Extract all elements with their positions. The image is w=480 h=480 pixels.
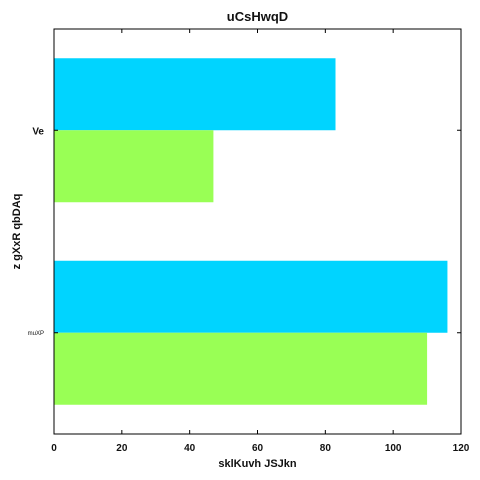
bar-muxp-series-2: [54, 332, 428, 405]
x-axis-label: sklKuvh JSJkn: [218, 458, 297, 470]
plot-frame: [53, 28, 462, 435]
x-tick-label: 60: [252, 443, 264, 454]
y-axis-label: z gXxR qbDAq: [11, 194, 23, 270]
x-tick-label: 0: [51, 443, 57, 454]
bar-ve-series-2: [54, 130, 214, 203]
bar-ve-series-1: [54, 58, 336, 131]
y-tick-label: muXP: [28, 331, 44, 337]
y-tick-label: Ve: [32, 126, 44, 137]
x-tick-label: 120: [453, 443, 470, 454]
x-tick-label: 20: [116, 443, 128, 454]
x-tick-label: 80: [320, 443, 332, 454]
bars-group: [54, 58, 448, 405]
x-tick-label: 100: [385, 443, 402, 454]
bar-muxp-series-1: [54, 260, 448, 333]
ticks-group: 0 20 40 60 80 100 120 Ve muXP: [28, 29, 470, 454]
x-tick-label: 40: [184, 443, 196, 454]
chart-title: uCsHwqD: [227, 9, 288, 24]
